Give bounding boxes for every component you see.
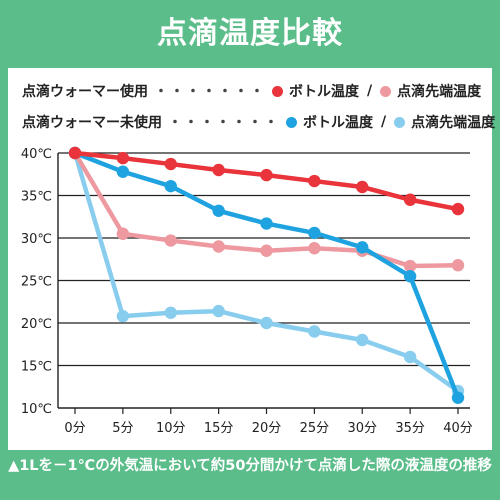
y-tick-label: 10℃ [21, 402, 52, 417]
data-point [212, 204, 225, 217]
y-tick-label: 40℃ [21, 147, 52, 162]
chart-panel [8, 68, 492, 450]
y-tick-label: 20℃ [21, 317, 52, 332]
data-point [356, 180, 369, 194]
chart-title: 点滴温度比較 [157, 16, 343, 51]
data-point [212, 240, 225, 253]
legend-row-nowarmer: 点滴ウォーマー未使用 ・・・・・・・ ボトル温度 / 点滴先端温度 [22, 111, 495, 133]
x-tick-label: 35分 [395, 421, 425, 436]
data-point [356, 333, 369, 347]
data-point [212, 304, 225, 318]
x-tick-label: 40分 [443, 421, 473, 436]
x-tick-label: 30分 [347, 421, 377, 436]
data-point [164, 179, 177, 193]
legend-row-nowarmer-label: 点滴ウォーマー未使用 [22, 115, 162, 131]
data-point [403, 350, 417, 364]
x-tick-label: 0分 [64, 421, 85, 436]
x-tick-label: 25分 [300, 421, 330, 436]
data-point [164, 234, 177, 247]
data-point [164, 306, 177, 319]
legend-row-warmer-label: 点滴ウォーマー使用 [22, 84, 148, 100]
legend-dots: ・・・・・・・ [154, 84, 266, 100]
data-point [116, 151, 130, 165]
y-tick-label: 35℃ [21, 190, 52, 205]
legend-separator: / [381, 114, 387, 130]
y-tick-label: 30℃ [21, 232, 52, 247]
chart-caption: ▲1Lを－1℃の外気温において約50分間かけて点滴した際の液温度の推移 [8, 458, 492, 474]
data-point [116, 165, 130, 178]
data-point [116, 227, 130, 240]
data-point [308, 174, 321, 188]
x-tick-label: 20分 [252, 421, 282, 436]
legend-separator: / [367, 83, 373, 99]
data-point [403, 270, 417, 283]
legend-row-warmer: 点滴ウォーマー使用 ・・・・・・・ ボトル温度 / 点滴先端温度 [22, 80, 481, 102]
legend-dots: ・・・・・・・ [168, 115, 280, 131]
data-point [260, 244, 273, 257]
legend-marker-warmer-tip [380, 85, 392, 97]
legend-nowarmer-bottle-label: ボトル温度 [303, 115, 373, 131]
legend-marker-warmer-bottle [272, 85, 283, 97]
data-point [308, 226, 321, 240]
x-tick-label: 10分 [156, 421, 186, 436]
legend-marker-nowarmer-tip [394, 116, 406, 128]
data-point [260, 217, 273, 230]
y-tick-label: 15℃ [21, 360, 52, 375]
data-point [451, 391, 465, 404]
legend-nowarmer-tip-label: 点滴先端温度 [411, 115, 496, 131]
data-point [451, 259, 465, 272]
data-point [68, 146, 82, 160]
data-point [451, 202, 465, 216]
data-point [116, 310, 130, 323]
data-point [356, 241, 369, 254]
x-tick-label: 15分 [204, 421, 234, 436]
legend-marker-nowarmer-bottle [286, 116, 297, 128]
data-point [164, 157, 177, 171]
legend-warmer-tip-label: 点滴先端温度 [397, 84, 482, 100]
legend-warmer-bottle-label: ボトル温度 [289, 84, 359, 100]
data-point [212, 163, 225, 177]
series-line [74, 150, 461, 399]
y-tick-label: 25℃ [21, 275, 52, 290]
x-tick-label: 5分 [112, 421, 133, 436]
data-point [308, 242, 321, 255]
data-point [308, 325, 321, 338]
data-point [260, 316, 273, 330]
data-point [403, 259, 417, 273]
data-point [260, 168, 273, 182]
data-point [403, 193, 417, 206]
